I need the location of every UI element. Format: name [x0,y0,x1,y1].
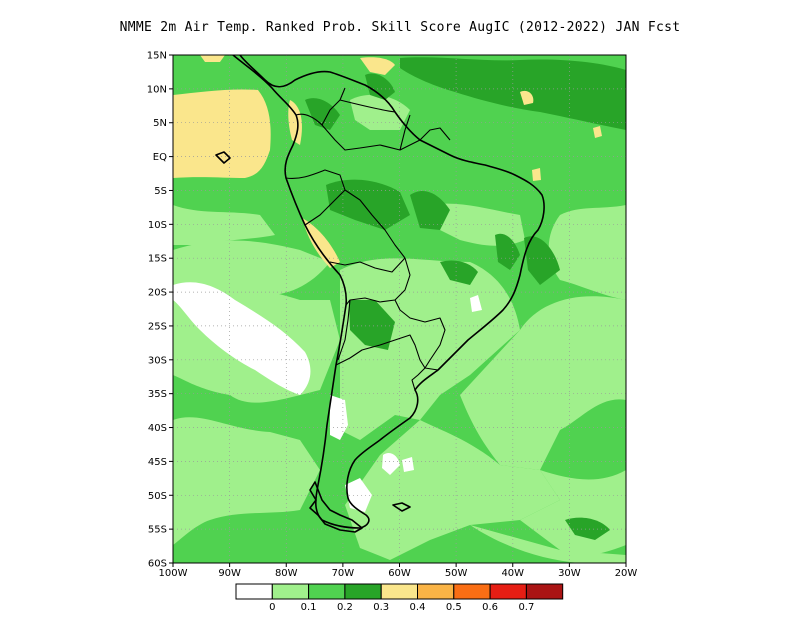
legend-swatch [344,583,382,600]
lat-tick-label: 15S [148,254,167,265]
legend-swatch [453,583,491,600]
lat-tick-label: 60S [148,559,167,570]
legend-label: 0 [269,602,275,613]
field-yellow [173,55,602,268]
lon-tick-label: 40W [501,568,524,579]
legend-swatch [417,583,455,600]
lon-tick-label: 70W [332,568,355,579]
lon-tick-label: 60W [388,568,411,579]
legend-label: 0.5 [446,602,462,613]
legend-label: 0.2 [337,602,353,613]
lat-tick-label: 15N [147,51,167,62]
lon-tick-label: 50W [445,568,468,579]
axis-ticks: 15N 10N 5N EQ 5S 10S 15S 20S 25S 30S 35S 40S 45S 50S 5… [147,51,638,580]
lat-tick-label: 30S [148,355,167,366]
lon-tick-label: 20W [615,568,638,579]
lat-tick-label: 45S [148,457,167,468]
lat-tick-label: 55S [148,525,167,536]
lon-tick-label: 30W [558,568,581,579]
lon-tick-label: 80W [275,568,298,579]
lat-tick-label: 10N [147,84,167,95]
legend-swatch [271,583,310,600]
gridlines [173,55,626,563]
legend-label: 0.4 [410,602,426,613]
lat-tick-label: 20S [148,288,167,299]
lat-tick-label: 25S [148,321,167,332]
lon-tick-label: 90W [218,568,241,579]
coastline [215,55,545,533]
map-title: NMME 2m Air Temp. Ranked Prob. Skill Sco… [119,20,681,35]
lat-tick-label: EQ [153,152,167,163]
legend-label: 0.1 [301,602,317,613]
legend-swatch [489,583,527,600]
color-legend: 0 0.1 0.2 0.3 0.4 0.5 0.6 0.7 [235,583,564,613]
legend-label: 0.3 [373,602,389,613]
lat-tick-label: 5N [153,118,167,129]
legend-swatch [308,583,346,600]
lat-tick-label: 10S [148,220,167,231]
legend-label: 0.6 [482,602,498,613]
legend-swatch [235,583,273,600]
lat-tick-label: 50S [148,491,167,502]
lat-tick-label: 5S [154,186,167,197]
legend-label: 0.7 [518,602,534,613]
lat-tick-label: 35S [148,389,167,400]
lat-tick-label: 40S [148,423,167,434]
legend-swatch [525,583,564,600]
lon-tick-label: 100W [159,568,188,579]
legend-swatch [380,583,419,600]
country-borders [285,87,451,391]
